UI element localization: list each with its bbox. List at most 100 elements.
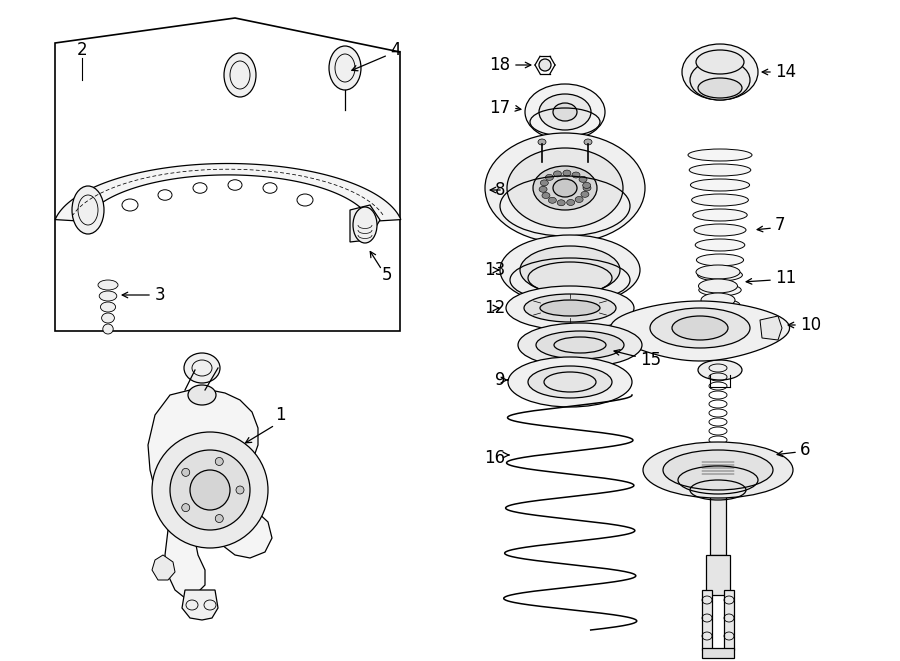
Ellipse shape: [694, 224, 746, 236]
Text: 10: 10: [800, 316, 821, 334]
Ellipse shape: [682, 44, 758, 100]
Text: 17: 17: [489, 99, 510, 117]
Text: 1: 1: [275, 406, 285, 424]
Ellipse shape: [701, 293, 735, 307]
Ellipse shape: [548, 197, 556, 204]
Ellipse shape: [485, 133, 645, 243]
Text: 8: 8: [494, 181, 505, 199]
Ellipse shape: [580, 191, 589, 198]
Ellipse shape: [101, 302, 115, 312]
Ellipse shape: [103, 324, 113, 334]
Ellipse shape: [236, 486, 244, 494]
Ellipse shape: [698, 269, 742, 281]
Ellipse shape: [572, 172, 580, 178]
Ellipse shape: [224, 53, 256, 97]
Ellipse shape: [353, 207, 377, 243]
Ellipse shape: [695, 239, 745, 251]
Polygon shape: [760, 316, 782, 340]
Ellipse shape: [663, 450, 773, 490]
Ellipse shape: [536, 331, 624, 359]
Ellipse shape: [500, 235, 640, 305]
Text: 15: 15: [640, 351, 662, 369]
Ellipse shape: [582, 182, 590, 188]
Ellipse shape: [215, 514, 223, 523]
Ellipse shape: [539, 59, 551, 71]
Ellipse shape: [553, 179, 577, 197]
Text: 2: 2: [76, 41, 87, 59]
Bar: [706, 555, 730, 595]
Ellipse shape: [182, 504, 190, 512]
Ellipse shape: [643, 442, 793, 498]
Ellipse shape: [704, 307, 733, 321]
Ellipse shape: [698, 284, 742, 296]
Polygon shape: [148, 390, 272, 598]
Ellipse shape: [583, 185, 591, 191]
Ellipse shape: [696, 265, 740, 279]
Text: 7: 7: [775, 216, 786, 234]
Bar: [702, 648, 734, 658]
Text: 18: 18: [489, 56, 510, 74]
Text: 16: 16: [484, 449, 505, 467]
Ellipse shape: [539, 186, 547, 192]
Ellipse shape: [554, 171, 562, 177]
Ellipse shape: [507, 148, 623, 228]
Polygon shape: [610, 301, 789, 361]
Ellipse shape: [533, 166, 597, 210]
Ellipse shape: [700, 299, 740, 311]
Polygon shape: [55, 163, 400, 221]
Bar: [710, 470, 726, 555]
Ellipse shape: [567, 200, 575, 206]
Ellipse shape: [562, 170, 571, 176]
Ellipse shape: [697, 254, 743, 266]
Bar: [724, 590, 734, 650]
Ellipse shape: [329, 46, 361, 90]
Ellipse shape: [538, 139, 546, 145]
Text: 6: 6: [800, 441, 811, 459]
Ellipse shape: [539, 94, 591, 130]
Ellipse shape: [152, 432, 268, 548]
Ellipse shape: [518, 323, 642, 367]
Ellipse shape: [170, 450, 250, 530]
Ellipse shape: [184, 353, 220, 383]
Ellipse shape: [508, 357, 632, 407]
Ellipse shape: [525, 84, 605, 140]
Ellipse shape: [696, 50, 744, 74]
Ellipse shape: [688, 149, 752, 161]
Text: 13: 13: [484, 261, 505, 279]
Ellipse shape: [545, 175, 554, 180]
Ellipse shape: [540, 180, 548, 186]
Text: 5: 5: [382, 266, 392, 284]
Ellipse shape: [579, 176, 587, 182]
Ellipse shape: [99, 291, 117, 301]
Text: 14: 14: [775, 63, 796, 81]
Ellipse shape: [102, 313, 114, 323]
Ellipse shape: [553, 103, 577, 121]
Ellipse shape: [557, 200, 565, 206]
Ellipse shape: [690, 179, 750, 191]
Ellipse shape: [672, 316, 728, 340]
Text: 3: 3: [155, 286, 166, 304]
Ellipse shape: [524, 294, 616, 322]
Polygon shape: [350, 205, 380, 242]
Ellipse shape: [215, 457, 223, 465]
Ellipse shape: [701, 314, 739, 326]
Ellipse shape: [650, 308, 750, 348]
Ellipse shape: [188, 385, 216, 405]
Ellipse shape: [698, 78, 742, 98]
Polygon shape: [182, 590, 218, 620]
Ellipse shape: [520, 246, 620, 294]
Text: 11: 11: [775, 269, 796, 287]
Ellipse shape: [704, 344, 736, 356]
Ellipse shape: [706, 321, 730, 335]
Polygon shape: [152, 555, 175, 580]
Ellipse shape: [72, 186, 104, 234]
Ellipse shape: [528, 366, 612, 398]
Ellipse shape: [98, 280, 118, 290]
Ellipse shape: [575, 196, 583, 202]
Ellipse shape: [542, 192, 550, 198]
Ellipse shape: [691, 194, 749, 206]
Ellipse shape: [540, 300, 600, 316]
Text: 4: 4: [390, 41, 400, 59]
Ellipse shape: [506, 286, 634, 330]
Ellipse shape: [698, 360, 742, 380]
